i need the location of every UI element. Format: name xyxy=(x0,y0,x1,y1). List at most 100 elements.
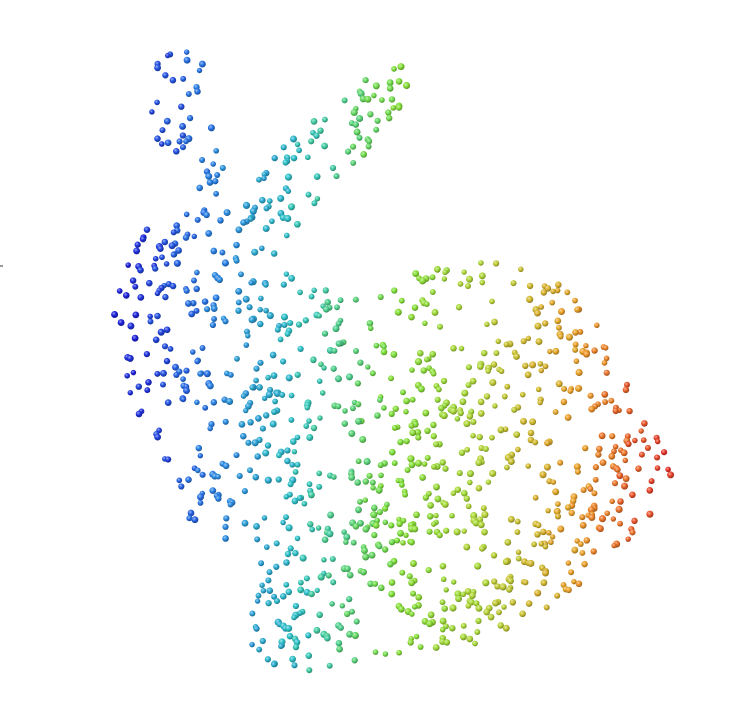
point-sphere xyxy=(501,604,507,610)
point-sphere xyxy=(376,509,383,516)
point-sphere xyxy=(222,462,230,470)
point-sphere xyxy=(186,515,193,522)
point-sphere xyxy=(135,383,143,390)
point-sphere xyxy=(450,490,457,496)
point-sphere xyxy=(297,586,305,594)
point-sphere xyxy=(439,599,446,606)
point-sphere xyxy=(367,580,374,588)
point-sphere xyxy=(258,560,265,567)
point-sphere xyxy=(439,617,447,625)
point-sphere xyxy=(289,655,296,663)
point-sphere xyxy=(583,343,589,349)
point-sphere xyxy=(391,424,398,431)
point-sphere xyxy=(408,461,416,469)
point-sphere xyxy=(391,460,398,467)
point-sphere xyxy=(376,543,383,550)
point-sphere xyxy=(308,138,315,145)
point-sphere xyxy=(304,404,311,411)
point-sphere xyxy=(245,333,251,339)
point-sphere xyxy=(388,579,396,586)
point-sphere xyxy=(154,433,161,441)
edge-artifact xyxy=(0,265,3,267)
point-sphere xyxy=(449,512,455,519)
point-sphere xyxy=(355,458,362,465)
point-sphere xyxy=(242,295,250,303)
point-sphere xyxy=(489,434,495,441)
point-sphere xyxy=(127,389,134,396)
point-sphere xyxy=(154,312,161,320)
point-sphere xyxy=(280,593,287,600)
point-sphere xyxy=(240,219,247,226)
point-sphere xyxy=(514,518,521,525)
point-sphere xyxy=(491,578,498,585)
point-sphere xyxy=(431,463,437,470)
point-sphere xyxy=(602,345,609,351)
point-sphere xyxy=(470,432,476,439)
point-sphere xyxy=(206,382,214,390)
point-sphere xyxy=(271,154,278,162)
point-sphere xyxy=(147,318,154,325)
point-sphere xyxy=(201,298,209,305)
point-sphere xyxy=(489,378,497,387)
point-sphere xyxy=(194,88,201,95)
point-sphere xyxy=(152,336,160,344)
point-sphere xyxy=(309,526,316,533)
point-sphere xyxy=(522,579,529,586)
point-sphere xyxy=(457,409,464,417)
point-sphere xyxy=(453,528,461,536)
point-sphere xyxy=(394,308,402,316)
point-sphere xyxy=(337,297,344,304)
point-sphere xyxy=(292,643,300,651)
point-sphere xyxy=(539,471,547,479)
point-sphere xyxy=(437,323,443,330)
point-sphere xyxy=(262,224,270,233)
point-sphere xyxy=(403,438,410,445)
point-sphere xyxy=(436,532,443,539)
point-sphere xyxy=(513,353,520,360)
point-sphere xyxy=(441,500,449,508)
point-sphere xyxy=(350,159,357,166)
point-sphere xyxy=(458,449,466,456)
point-sphere xyxy=(629,529,636,536)
point-sphere xyxy=(235,299,242,306)
point-sphere xyxy=(235,287,243,295)
point-sphere xyxy=(377,462,384,469)
point-sphere xyxy=(555,324,562,331)
point-sphere xyxy=(590,548,597,555)
point-sphere xyxy=(283,581,290,588)
point-sphere xyxy=(265,391,273,399)
point-sphere xyxy=(352,121,359,128)
point-sphere xyxy=(426,528,433,535)
point-sphere xyxy=(273,563,280,570)
point-sphere xyxy=(429,289,436,296)
point-sphere xyxy=(527,559,535,567)
point-sphere xyxy=(459,398,467,406)
point-sphere xyxy=(587,485,594,492)
point-sphere xyxy=(287,319,294,327)
point-sphere xyxy=(414,358,423,366)
point-sphere xyxy=(170,251,177,258)
point-sphere xyxy=(147,313,153,320)
point-sphere xyxy=(580,486,587,494)
point-sphere xyxy=(394,537,401,544)
point-sphere xyxy=(515,549,522,555)
point-sphere xyxy=(366,319,374,327)
point-sphere xyxy=(331,347,338,354)
point-sphere xyxy=(386,79,394,87)
point-sphere xyxy=(169,282,177,290)
point-sphere xyxy=(152,265,159,272)
point-sphere xyxy=(470,418,477,425)
point-sphere xyxy=(496,609,502,616)
point-sphere xyxy=(173,259,181,267)
point-sphere xyxy=(411,525,419,533)
point-sphere xyxy=(408,538,415,546)
point-sphere xyxy=(265,374,271,381)
point-sphere xyxy=(569,497,577,505)
point-sphere xyxy=(598,432,606,440)
point-sphere xyxy=(210,161,216,167)
point-sphere xyxy=(591,490,598,497)
point-sphere xyxy=(180,75,187,82)
point-sphere xyxy=(280,144,287,151)
point-sphere xyxy=(172,147,180,155)
point-sphere xyxy=(464,587,472,595)
